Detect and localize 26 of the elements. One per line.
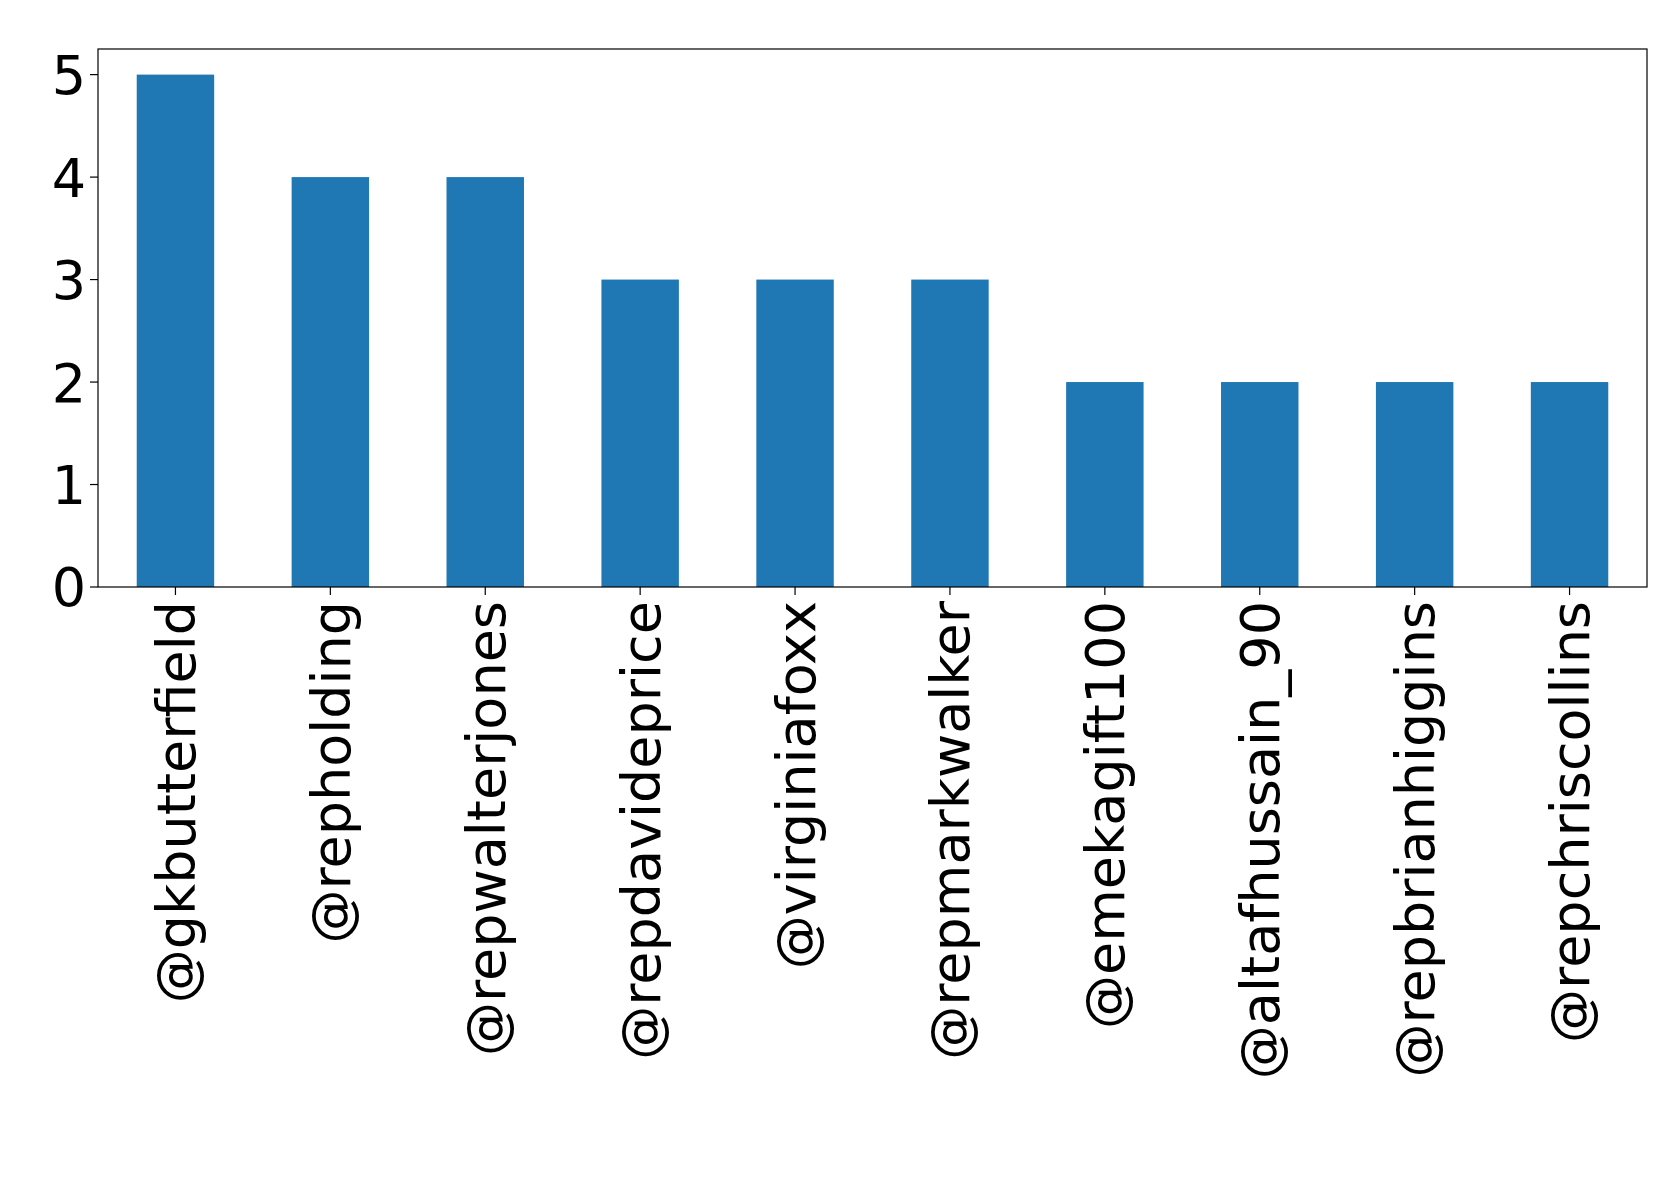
- x-tick-label: @repwalterjones: [454, 601, 518, 1056]
- x-tick-label: @repdavideprice: [609, 601, 673, 1060]
- y-tick-label: 1: [51, 453, 86, 517]
- bar: [291, 177, 370, 587]
- y-tick-label: 3: [51, 249, 86, 313]
- y-tick-label: 2: [51, 351, 86, 415]
- y-tick-label: 0: [51, 556, 86, 620]
- bar: [1066, 382, 1144, 587]
- x-tick-label: @altafhussain_90: [1229, 601, 1293, 1080]
- y-tick-label: 5: [51, 44, 86, 108]
- y-tick-label: 4: [51, 146, 86, 210]
- x-tick-label: @virginiafoxx: [764, 601, 828, 970]
- x-tick-label: @emekagift100: [1074, 601, 1138, 1030]
- x-tick-label: @repholding: [299, 601, 363, 944]
- bar: [756, 279, 834, 587]
- bar: [911, 279, 989, 587]
- bar: [1530, 382, 1609, 587]
- bar: [446, 177, 524, 587]
- x-tick-label: @gkbutterfield: [144, 601, 208, 1004]
- x-tick-label: @repbrianhiggins: [1384, 601, 1448, 1078]
- bar: [136, 74, 215, 587]
- bar: [601, 279, 679, 587]
- bar: [1375, 382, 1454, 587]
- x-tick-label: @repchriscollins: [1538, 601, 1602, 1043]
- x-tick-label: @repmarkwalker: [919, 600, 983, 1060]
- bar: [1221, 382, 1299, 587]
